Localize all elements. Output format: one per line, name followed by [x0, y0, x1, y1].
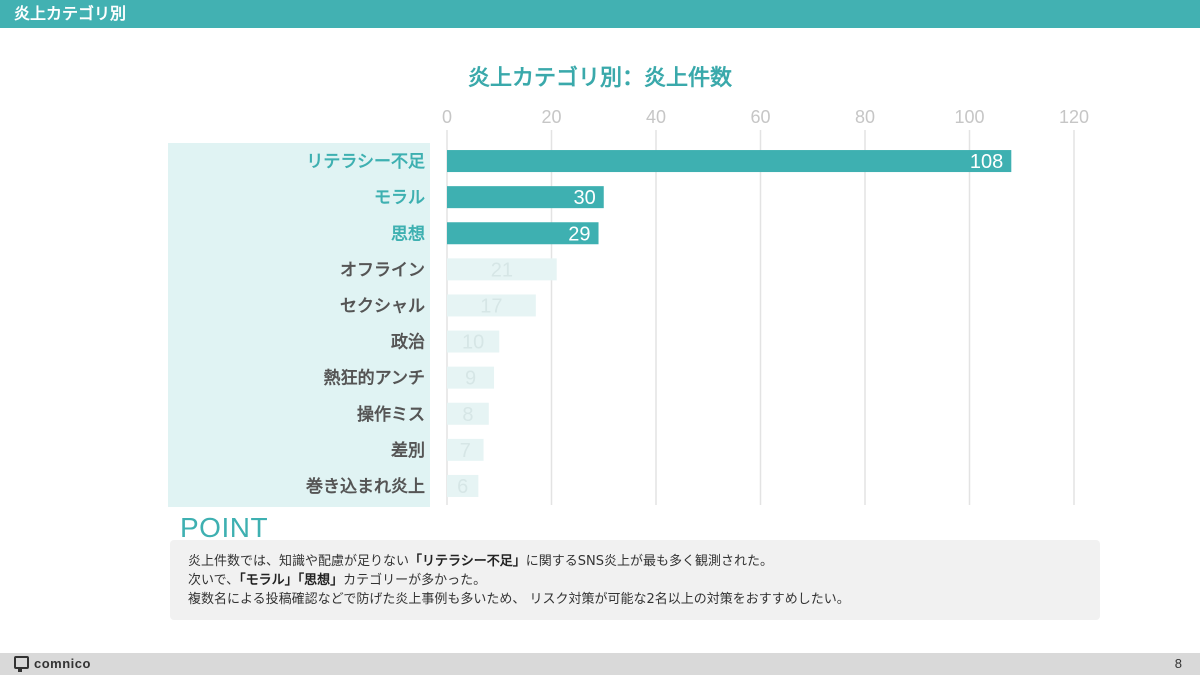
- bar-3: [447, 222, 599, 245]
- x-tick-label-120: 120: [1059, 107, 1089, 127]
- data-label-3: 29: [568, 223, 590, 245]
- bar-6: [447, 330, 500, 353]
- data-label-1: 108: [970, 151, 1003, 173]
- point-heading: POINT: [180, 512, 269, 543]
- data-label-2: 30: [574, 187, 596, 209]
- bar-1: [447, 150, 1012, 173]
- category-label-1: リテラシー不足: [306, 152, 425, 172]
- category-label-3: 思想: [391, 223, 425, 244]
- category-label-7: 熱狂的アンチ: [324, 368, 425, 389]
- point-line-2-emphasis-1: 「モラル」: [239, 573, 298, 588]
- comnico-logo-icon: [14, 656, 29, 672]
- header-bar: 炎上カテゴリ別: [0, 0, 1200, 28]
- point-line-2-text-a: 次いで、: [188, 573, 240, 588]
- category-label-6: 政治: [391, 332, 425, 353]
- bar-4: [447, 258, 557, 281]
- point-line-1-text-c: に関するSNS炎上が最も多く観測された。: [525, 554, 773, 569]
- bar-7: [447, 366, 495, 389]
- footer-bar: comnico 8: [0, 653, 1200, 675]
- point-line-2: 次いで、「モラル」「思想」カテゴリーが多かった。: [188, 573, 486, 589]
- chart-title: 炎上カテゴリ別：炎上件数: [467, 66, 732, 91]
- category-label-panel: [168, 143, 430, 507]
- point-line-2-text-c: カテゴリーが多かった。: [343, 573, 487, 588]
- point-line-1-text-a: 炎上件数では、知識や配慮が足りない: [188, 554, 410, 569]
- logo-text: comnico: [34, 656, 91, 671]
- x-tick-label-60: 60: [750, 107, 770, 127]
- data-label-6: 10: [462, 332, 484, 354]
- data-label-5: 17: [480, 295, 502, 317]
- x-tick-label-100: 100: [954, 107, 984, 127]
- data-label-9: 7: [460, 440, 471, 462]
- bar-10: [447, 474, 479, 497]
- page-number: 8: [1174, 656, 1182, 671]
- x-tick-label-20: 20: [541, 107, 561, 127]
- bar-9: [447, 438, 484, 461]
- data-label-10: 6: [457, 476, 468, 498]
- bar-8: [447, 402, 489, 425]
- bar-2: [447, 186, 604, 209]
- x-tick-label-80: 80: [855, 107, 875, 127]
- bar-5: [447, 294, 536, 317]
- point-line-1: 炎上件数では、知識や配慮が足りない「リテラシー不足」に関するSNS炎上が最も多く…: [188, 554, 773, 570]
- data-label-7: 9: [465, 368, 476, 390]
- point-line-3: 複数名による投稿確認などで防げた炎上事例も多いため、 リスク対策が可能な2名以上…: [188, 592, 850, 608]
- header-title: 炎上カテゴリ別: [14, 4, 127, 23]
- x-tick-label-0: 0: [442, 107, 452, 127]
- data-label-4: 21: [491, 259, 513, 281]
- point-line-3-text: 複数名による投稿確認などで防げた炎上事例も多いため、 リスク対策が可能な2名以上…: [188, 592, 850, 607]
- category-label-9: 差別: [391, 440, 425, 461]
- data-label-8: 8: [462, 404, 473, 426]
- point-line-2-emphasis-2: 「思想」: [297, 573, 344, 588]
- point-box: 炎上件数では、知識や配慮が足りない「リテラシー不足」に関するSNS炎上が最も多く…: [170, 540, 1100, 620]
- category-label-5: セクシャル: [340, 296, 425, 316]
- category-label-8: 操作ミス: [357, 404, 425, 425]
- x-tick-label-40: 40: [646, 107, 666, 127]
- point-line-1-emphasis: 「リテラシー不足」: [409, 554, 526, 569]
- category-label-4: オフライン: [340, 260, 425, 280]
- category-label-10: 巻き込まれ炎上: [305, 476, 425, 497]
- category-label-2: モラル: [374, 188, 425, 208]
